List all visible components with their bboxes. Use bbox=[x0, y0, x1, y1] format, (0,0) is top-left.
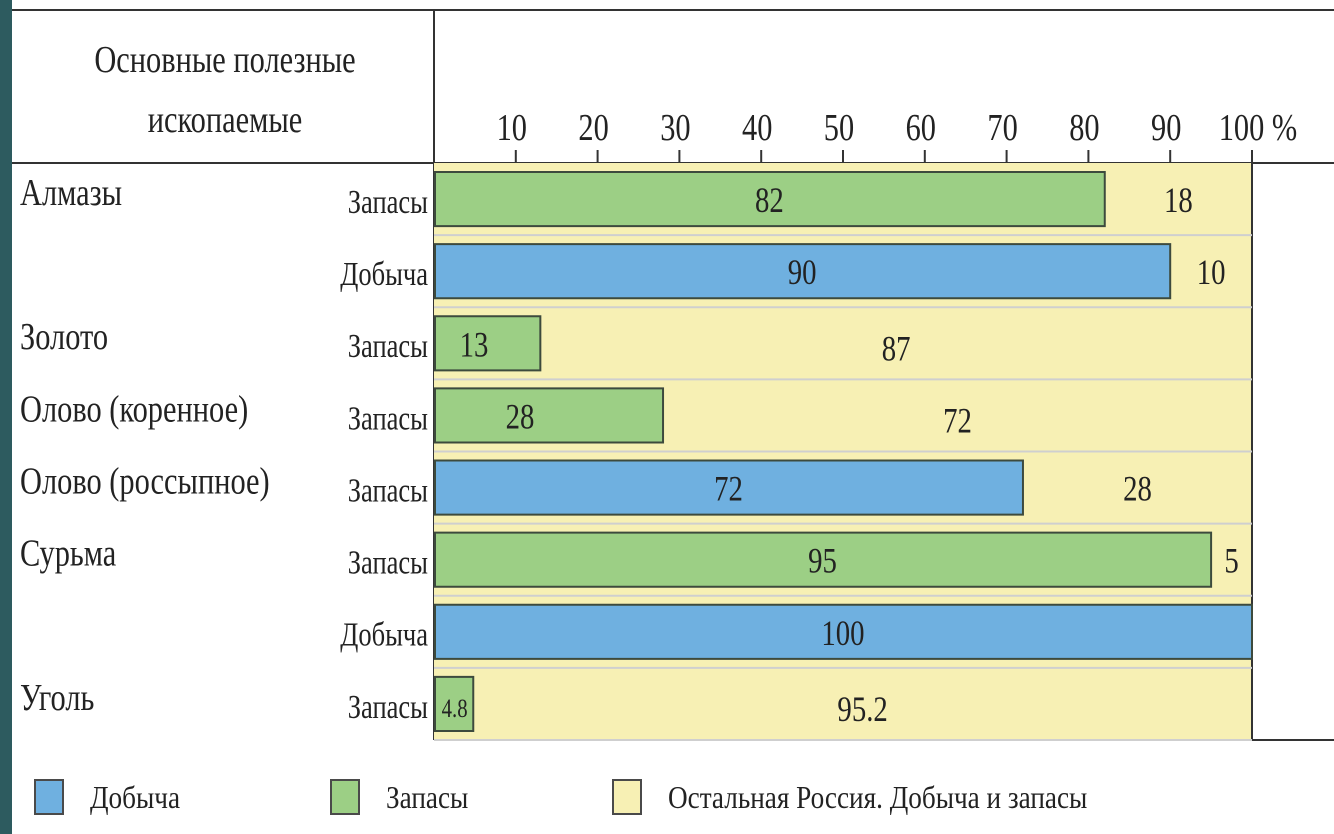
bar-segment-reserves bbox=[434, 315, 542, 372]
row-kind-label: Запасы bbox=[348, 327, 428, 365]
x-tick-label: 20 bbox=[578, 107, 608, 149]
legend-swatch-rest-of-russia bbox=[612, 779, 642, 815]
bar-segment-reserves bbox=[434, 171, 1106, 228]
legend-item-rest-of-russia: Остальная Россия. Добыча и запасы bbox=[612, 772, 1161, 822]
row-kind-label: Запасы bbox=[348, 688, 428, 726]
row-mineral-label: Олово (россыпное) bbox=[20, 460, 270, 502]
row-mineral-label: Сурьма bbox=[20, 532, 116, 574]
x-tick-label: 10 bbox=[497, 107, 527, 149]
legend-swatch-production bbox=[34, 779, 64, 815]
bar-value-label: 4.8 bbox=[442, 695, 468, 724]
legend-label-production: Добыча bbox=[90, 778, 181, 815]
stacked-bar-chart: Основные полезные ископаемые 10 20 30 40 50 60 7… bbox=[12, 9, 1334, 741]
bar-segment-production bbox=[434, 459, 1024, 516]
x-tick-label: 80 bbox=[1069, 107, 1099, 149]
bar-value-label: 100 bbox=[821, 614, 864, 654]
header-label-line2: ископаемые bbox=[148, 99, 303, 141]
row-kind-label: Добыча bbox=[340, 616, 428, 654]
row-mineral-label: Олово (коренное) bbox=[20, 388, 248, 430]
bar-segment-reserves bbox=[434, 531, 1213, 588]
legend-label-rest-of-russia: Остальная Россия. Добыча и запасы bbox=[668, 778, 1088, 815]
bar-value-label: 95 bbox=[808, 542, 837, 582]
bar-rest-label: 28 bbox=[1123, 470, 1152, 510]
bar-value-label: 28 bbox=[506, 398, 535, 438]
legend-item-reserves: Запасы bbox=[330, 772, 483, 822]
bar-rest-label: 18 bbox=[1164, 181, 1193, 221]
row-mineral-label: Алмазы bbox=[20, 172, 122, 214]
x-tick-label: 70 bbox=[987, 107, 1017, 149]
bar-rest-label: 87 bbox=[882, 329, 911, 369]
row-kind-label: Запасы bbox=[348, 183, 428, 221]
bar-value-label: 90 bbox=[788, 253, 817, 293]
x-tick-label: 90 bbox=[1151, 107, 1181, 149]
bar-value-label: 82 bbox=[755, 181, 784, 221]
row-kind-label: Запасы bbox=[348, 399, 428, 437]
x-tick-label: 40 bbox=[742, 107, 772, 149]
bar-segment-production bbox=[434, 603, 1253, 660]
slide-left-band bbox=[0, 0, 12, 834]
bar-rest-label: 10 bbox=[1197, 253, 1226, 293]
x-tick-label: 30 bbox=[660, 107, 690, 149]
row-mineral-label: Золото bbox=[20, 316, 108, 358]
bar-value-label: 13 bbox=[460, 325, 489, 365]
row-kind-label: Запасы bbox=[348, 544, 428, 582]
legend-swatch-reserves bbox=[330, 779, 360, 815]
x-tick-label: 50 bbox=[824, 107, 854, 149]
bar-rest-label: 72 bbox=[943, 402, 972, 442]
bar-value-label: 72 bbox=[714, 470, 743, 510]
bar-segment-reserves bbox=[434, 675, 475, 732]
x-tick-label: 100 % bbox=[1219, 107, 1298, 149]
bar-segment-reserves bbox=[434, 387, 665, 444]
x-tick-label: 60 bbox=[906, 107, 936, 149]
bar-segment-production bbox=[434, 243, 1172, 300]
legend: Добыча Запасы Остальная Россия. Добыча и… bbox=[12, 760, 1334, 834]
header-label-line1: Основные полезные bbox=[94, 39, 355, 81]
row-kind-label: Добыча bbox=[340, 255, 428, 293]
row-kind-label: Запасы bbox=[348, 471, 428, 509]
legend-label-reserves: Запасы bbox=[386, 778, 469, 815]
bar-rest-label: 95.2 bbox=[837, 690, 887, 730]
row-mineral-label: Уголь bbox=[20, 677, 94, 719]
legend-item-production: Добыча bbox=[34, 772, 196, 822]
bar-rest-label: 5 bbox=[1224, 542, 1238, 582]
